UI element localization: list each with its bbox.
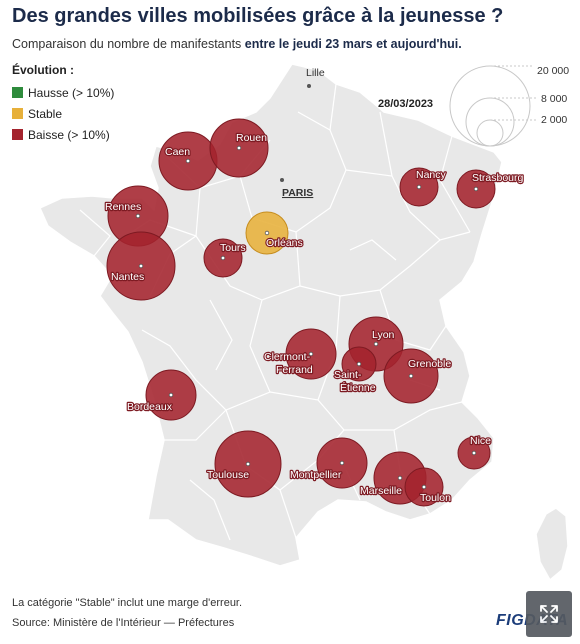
city-labels: Caen Rouen Rennes Nantes Tours Orléans N… <box>104 131 525 505</box>
legend-item-hausse: Hausse (> 10%) <box>12 82 114 103</box>
legend-label-hausse: Hausse (> 10%) <box>28 85 115 100</box>
city-label-tours: Tours <box>220 242 246 254</box>
city-label-rennes: Rennes <box>105 201 141 213</box>
expand-button[interactable] <box>526 591 572 637</box>
city-label-clermont: Clermont-Ferrand <box>264 351 313 376</box>
city-label-nice: Nice <box>470 435 491 447</box>
legend-swatch-baisse <box>12 129 23 140</box>
city-label-strasbourg: Strasbourg <box>472 172 524 184</box>
city-label-orleans: Orléans <box>266 237 303 249</box>
corsica-outline <box>535 507 569 582</box>
city-label-toulouse: Toulouse <box>207 469 249 481</box>
paris-dot <box>280 178 284 182</box>
legend-swatch-stable <box>12 108 23 119</box>
city-label-bordeaux: Bordeaux <box>127 401 173 413</box>
size-legend-8000: 8 000 <box>541 93 567 105</box>
legend-title: Évolution : <box>12 63 74 77</box>
legend-swatch-hausse <box>12 87 23 98</box>
city-label-montpellier: Montpellier <box>290 469 342 481</box>
legend-item-stable: Stable <box>12 103 114 124</box>
expand-arrows-icon <box>540 605 558 623</box>
chart-subtitle: Comparaison du nombre de manifestants en… <box>12 37 462 51</box>
city-label-grenoble: Grenoble <box>408 358 451 370</box>
subtitle-bold-text: entre le jeudi 23 mars et aujourd'hui. <box>244 37 462 51</box>
chart-title: Des grandes villes mobilisées grâce à la… <box>12 5 504 27</box>
color-legend: Évolution : Hausse (> 10%) Stable Baisse… <box>12 63 114 145</box>
city-label-rouen: Rouen <box>236 132 267 144</box>
city-label-lille: Lille <box>306 67 325 79</box>
city-label-toulon: Toulon <box>420 492 451 504</box>
footer-source: Source: Ministère de l'Intérieur — Préfe… <box>12 617 235 629</box>
city-label-marseille: Marseille <box>360 485 402 497</box>
legend-label-baisse: Baisse (> 10%) <box>28 127 110 142</box>
city-label-saint-etienne: Saint-Étienne <box>334 369 376 394</box>
size-legend-20000: 20 000 <box>537 65 569 77</box>
city-label-caen: Caen <box>165 146 190 158</box>
size-legend-2000: 2 000 <box>541 114 567 126</box>
city-label-lyon: Lyon <box>372 329 395 341</box>
footer-note: La catégorie "Stable" inclut une marge d… <box>12 597 243 609</box>
city-label-nancy: Nancy <box>416 169 447 181</box>
city-label-paris: PARIS <box>282 187 313 199</box>
legend-item-baisse: Baisse (> 10%) <box>12 124 114 145</box>
size-legend: 20 000 8 000 2 000 28/03/2023 <box>378 65 569 147</box>
legend-label-stable: Stable <box>28 106 63 121</box>
subtitle-text: Comparaison du nombre de manifestants <box>12 37 245 51</box>
city-dots <box>135 145 479 490</box>
city-label-nantes: Nantes <box>111 271 144 283</box>
lille-dot <box>307 84 311 88</box>
size-legend-date: 28/03/2023 <box>378 98 433 110</box>
